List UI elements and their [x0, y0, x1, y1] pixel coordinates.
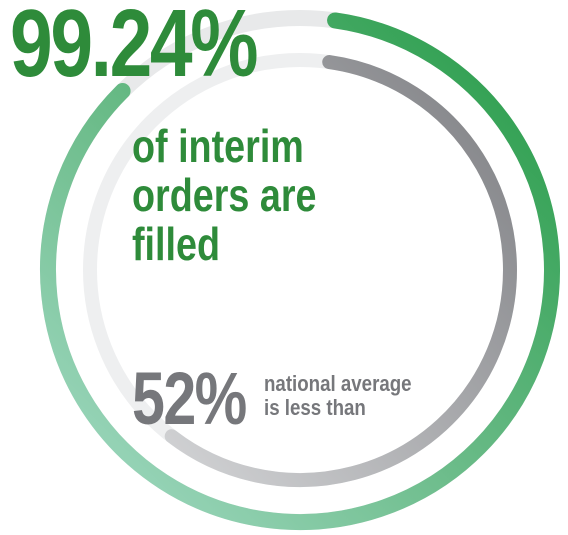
caption-line-2: orders are — [132, 169, 317, 221]
comparison-line-1: national average — [264, 371, 412, 396]
comparison-line-2: is less than — [264, 395, 366, 420]
caption-line-1: of interim — [132, 120, 304, 172]
outer-ring-arc — [40, 12, 560, 530]
inner-ring-arc — [164, 55, 517, 487]
national-average-caption: national average is less than — [264, 372, 412, 420]
caption-line-3: filled — [132, 218, 221, 270]
headline-percentage: 99.24% — [10, 0, 258, 97]
headline-caption: of interim orders are filled — [132, 122, 317, 269]
national-average-percentage: 52% — [132, 357, 247, 440]
